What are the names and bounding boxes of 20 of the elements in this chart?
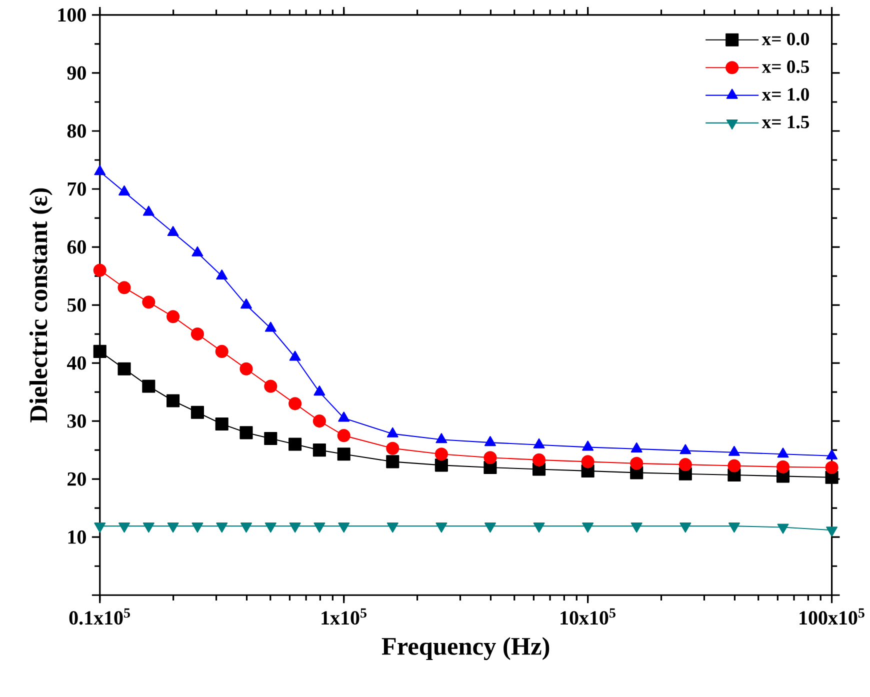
y-tick-label: 90 [67,66,86,80]
y-tick-label: 60 [67,240,86,254]
x-tick-label: 10x10$^{5}$ [560,608,616,625]
x-tick-label: 0.1x10$^{5}$ [69,608,130,625]
y-tick-label: 80 [67,124,86,138]
y-tick-label: 100 [58,8,86,22]
y-tick-label: 30 [67,414,86,428]
y-tick-label: 50 [68,298,86,312]
legend-label: x= 0.0 [762,32,809,46]
y-tick-label: 40 [66,356,86,370]
legend-label: x= 1.0 [762,88,809,101]
y-tick-label: 20 [68,472,86,486]
legend-label: x= 1.5 [762,116,810,128]
y-axis-title: Dielectric constant (ε) [29,188,52,422]
x-tick-label: 100x10$^{5}$ [800,608,864,625]
x-axis-title: Frequency (Hz) [382,637,550,660]
legend-label: x= 0.5 [762,60,810,74]
y-tick-label: 70 [68,182,86,196]
x-tick-label: 1x10$^{5}$ [322,608,366,625]
y-tick-label: 10 [68,530,86,544]
